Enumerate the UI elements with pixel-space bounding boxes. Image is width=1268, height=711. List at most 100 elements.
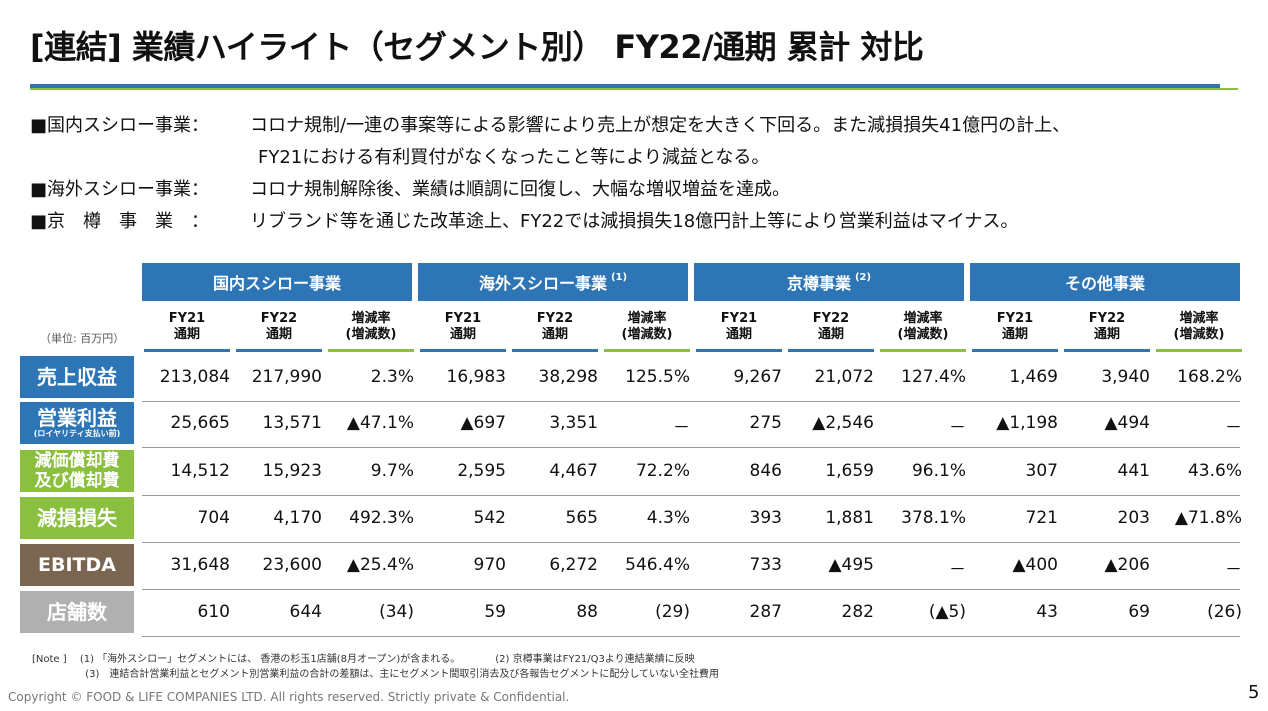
bullet-domestic: ■国内スシロー事業： コロナ規制/一連の事案等による影響により売上が想定を大きく下…	[30, 110, 1070, 142]
table-cell: －	[673, 418, 690, 438]
column-header-fy21: FY21 通期	[420, 311, 506, 352]
table-cell: 492.3%	[349, 508, 414, 528]
column-header-line2: 通期	[725, 327, 752, 342]
row-label: 減価償却費 及び償却費	[20, 450, 134, 492]
table-cell: 43	[1036, 602, 1058, 622]
segment-note: (1)	[610, 271, 628, 283]
table-cell: －	[1225, 560, 1242, 580]
table-cell: ▲1,198	[996, 413, 1058, 433]
column-header-fy22: FY22 通期	[236, 311, 322, 352]
table-cell: ▲697	[460, 413, 506, 433]
table-cell: 4,170	[273, 508, 322, 528]
table-cell: 96.1%	[911, 461, 966, 481]
row-separator	[142, 636, 1240, 637]
table-cell: 565	[565, 508, 598, 528]
column-header-line2: (増減数)	[897, 327, 949, 342]
table-cell: 6,272	[549, 555, 598, 575]
table-cell: 3,940	[1101, 367, 1150, 387]
column-header-line1: FY21	[444, 311, 482, 326]
bullet-text: コロナ規制解除後、業績は順調に回復し、大幅な増収増益を達成。	[250, 179, 790, 200]
table-cell: 2,595	[457, 461, 506, 481]
bullet-domestic-cont: FY21における有利買付がなくなったこと等により減益となる。	[30, 142, 1070, 174]
table-cell: ▲71.8%	[1174, 508, 1242, 528]
table-cell: (34)	[379, 602, 414, 622]
column-header-fy22: FY22 通期	[1064, 311, 1150, 352]
table-cell: ▲400	[1012, 555, 1058, 575]
row-label: 減損損失	[20, 497, 134, 539]
column-header-line1: 増減率	[351, 311, 391, 326]
table-cell: (▲5)	[928, 602, 966, 622]
segment-header-other: その他事業	[970, 263, 1240, 301]
page-title: [連結] 業績ハイライト（セグメント別） FY22/通期 累計 対比	[30, 28, 924, 66]
table-cell: 4.3%	[646, 508, 690, 528]
bullet-head: ■国内スシロー事業：	[30, 115, 210, 136]
row-label: 店舗数	[20, 591, 134, 633]
column-header-line1: FY22	[812, 311, 850, 326]
table-cell: 9.7%	[370, 461, 414, 481]
table-cell: 43.6%	[1187, 461, 1242, 481]
table-cell: ▲2,546	[812, 413, 874, 433]
row-label: EBITDA	[20, 544, 134, 586]
column-header-line2: 通期	[173, 327, 200, 342]
table-cell: 542	[473, 508, 506, 528]
copyright: Copyright © FOOD & LIFE COMPANIES LTD. A…	[8, 690, 570, 704]
title-rule-green	[30, 88, 1238, 90]
table-cell: 16,983	[446, 367, 506, 387]
column-header-line1: FY22	[536, 311, 574, 326]
table-cell: ▲495	[828, 555, 874, 575]
table-cell: ▲25.4%	[346, 555, 414, 575]
column-header-fy21: FY21 通期	[972, 311, 1058, 352]
row-label-text: 店舗数	[47, 600, 107, 624]
title-rule-blue	[30, 84, 1220, 88]
table-cell: 644	[289, 602, 322, 622]
row-label-text: EBITDA	[38, 554, 116, 576]
segment-header-kyotaru: 京樽事業 (2)	[694, 263, 964, 301]
table-cell: 23,600	[262, 555, 322, 575]
unit-label: （単位: 百万円）	[40, 332, 125, 345]
table-cell: 441	[1117, 461, 1150, 481]
table-cell: 69	[1128, 602, 1150, 622]
column-header-fy21: FY21 通期	[696, 311, 782, 352]
row-separator	[142, 495, 1240, 496]
column-header-line1: FY21	[168, 311, 206, 326]
segment-name: 海外スシロー事業	[478, 274, 607, 293]
table-cell: 125.5%	[625, 367, 690, 387]
column-header-line2: 通期	[1001, 327, 1028, 342]
column-header-line1: 増減率	[1179, 311, 1219, 326]
table-cell: 4,467	[549, 461, 598, 481]
table-cell: 168.2%	[1177, 367, 1242, 387]
column-header-fy21: FY21 通期	[144, 311, 230, 352]
column-header-line1: 増減率	[903, 311, 943, 326]
bullet-text: FY21における有利買付がなくなったこと等により減益となる。	[258, 147, 770, 168]
column-header-rate: 増減率 (増減数)	[328, 311, 414, 352]
column-header-line2: 通期	[1093, 327, 1120, 342]
table-cell: 127.4%	[901, 367, 966, 387]
table-cell: 31,648	[170, 555, 230, 575]
footnote-line: [Note ] (1) 「海外スシロー」セグメントには、 香港の杉玉1店舗(8月…	[32, 654, 695, 665]
column-header-rate: 増減率 (増減数)	[604, 311, 690, 352]
column-header-line2: 通期	[541, 327, 568, 342]
column-header-line1: FY22	[260, 311, 298, 326]
table-cell: 970	[473, 555, 506, 575]
table-cell: (26)	[1207, 602, 1242, 622]
column-header-line2: (増減数)	[1173, 327, 1225, 342]
table-cell: 9,267	[733, 367, 782, 387]
row-label: 営業利益 (ロイヤリティ支払い前)	[20, 402, 134, 444]
bullet-kyotaru: ■京 樽 事 業 ： リブランド等を通じた改革途上、FY22では減損損失18億円計…	[30, 206, 1070, 238]
table-cell: 287	[749, 602, 782, 622]
table-cell: 546.4%	[625, 555, 690, 575]
table-cell: 59	[484, 602, 506, 622]
row-sublabel: 及び償却費	[34, 471, 120, 491]
table-cell: 1,881	[825, 508, 874, 528]
row-label-text: 減損損失	[37, 506, 117, 530]
table-cell: 610	[197, 602, 230, 622]
column-header-line2: 通期	[265, 327, 292, 342]
column-header-rate: 増減率 (増減数)	[1156, 311, 1242, 352]
table-cell: －	[949, 418, 966, 438]
table-cell: 1,469	[1009, 367, 1058, 387]
table-cell: 378.1%	[901, 508, 966, 528]
row-label-text: 営業利益	[37, 406, 117, 430]
row-separator	[142, 589, 1240, 590]
table-cell: 275	[749, 413, 782, 433]
bullet-text: コロナ規制/一連の事案等による影響により売上が想定を大きく下回る。また減損損失4…	[250, 115, 1071, 136]
